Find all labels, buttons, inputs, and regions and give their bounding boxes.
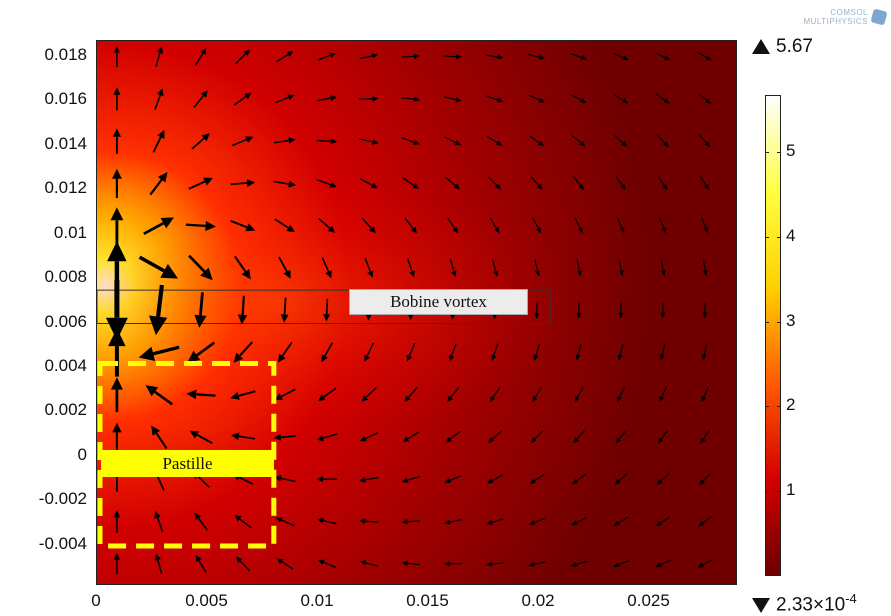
comsol-logo: COMSOL MULTIPHYSICS: [780, 8, 888, 30]
x-tick-label: 0.005: [167, 591, 247, 611]
pellet-label: Pastille: [101, 450, 274, 477]
coil-label: Bobine vortex: [349, 289, 528, 315]
y-tick-label: 0.01: [7, 223, 87, 243]
y-tick-label: 0.014: [7, 134, 87, 154]
x-tick-label: 0: [56, 591, 136, 611]
triangle-down-icon: [752, 598, 770, 613]
y-tick-label: -0.004: [7, 534, 87, 554]
x-tick-label: 0.01: [277, 591, 357, 611]
y-tick-label: 0.002: [7, 400, 87, 420]
colorbar-max: 5.67: [752, 36, 813, 58]
field-arrow-shaft: [365, 521, 378, 522]
logo-line2: MULTIPHYSICS: [780, 17, 868, 26]
y-tick-label: 0.008: [7, 267, 87, 287]
x-tick-label: 0.025: [609, 591, 689, 611]
y-tick-label: 0.016: [7, 89, 87, 109]
colorbar-max-label: 5.67: [776, 36, 813, 57]
colorbar-min-label-exp: -4: [845, 591, 857, 606]
field-arrow-shaft: [196, 394, 215, 395]
logo-line1: COMSOL: [780, 8, 868, 17]
y-tick-label: 0.018: [7, 45, 87, 65]
field-arrow-shaft: [444, 56, 456, 57]
field-arrow-shaft: [285, 298, 286, 315]
colorbar-tick-label: 5: [786, 141, 795, 161]
y-tick-label: -0.002: [7, 489, 87, 509]
field-arrow-shaft: [243, 296, 244, 315]
colorbar-tick-label: 4: [786, 226, 795, 246]
colorbar-tick-label: 3: [786, 311, 795, 331]
y-tick-label: 0: [7, 445, 87, 465]
triangle-up-icon: [752, 39, 770, 54]
field-arrow-shaft: [327, 299, 328, 314]
field-arrow-shaft: [186, 225, 206, 226]
y-tick-label: 0.006: [7, 312, 87, 332]
colorbar-min: 2.33×10-4: [752, 591, 857, 616]
logo-text: COMSOL MULTIPHYSICS: [780, 8, 868, 26]
comsol-cube-icon: [870, 8, 887, 25]
y-tick-label: 0.012: [7, 178, 87, 198]
y-tick-label: 0.004: [7, 356, 87, 376]
colorbar-min-label-base: 2.33×10: [776, 594, 845, 615]
colorbar-tick-label: 1: [786, 480, 795, 500]
colorbar-tick-label: 2: [786, 395, 795, 415]
x-tick-label: 0.015: [388, 591, 468, 611]
colorbar: [765, 95, 781, 576]
field-arrow-shaft: [317, 141, 331, 142]
x-tick-label: 0.02: [498, 591, 578, 611]
